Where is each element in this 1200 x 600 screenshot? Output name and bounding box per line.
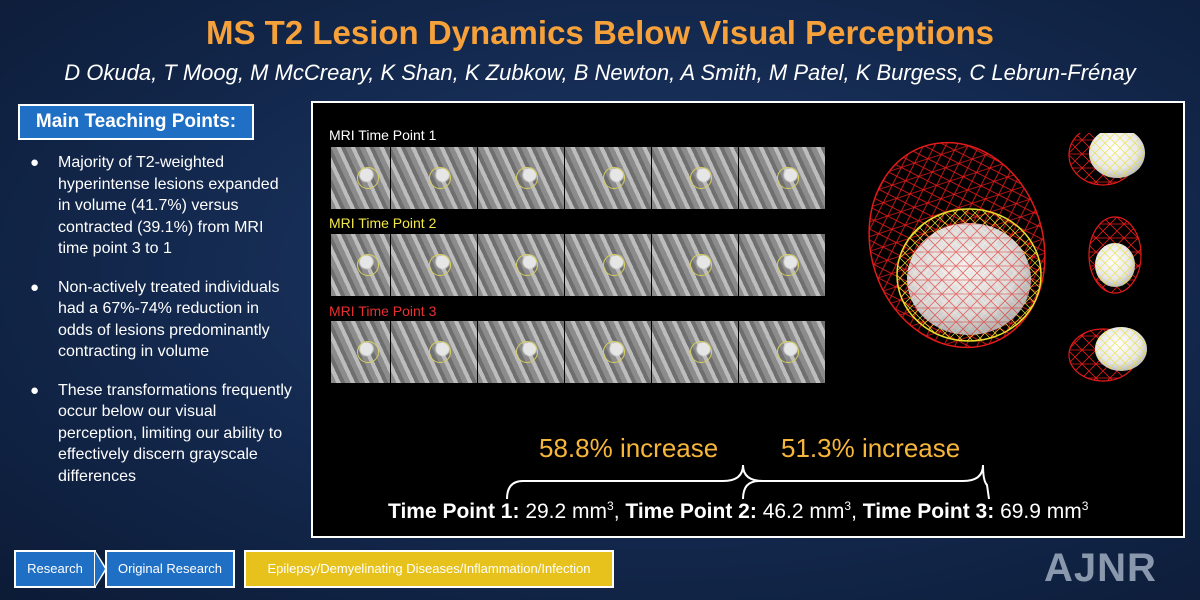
mri-slice bbox=[652, 234, 739, 296]
bullet-icon: ● bbox=[30, 381, 40, 399]
mri-slice bbox=[739, 234, 826, 296]
tp1-value: 29.2 mm bbox=[525, 500, 608, 523]
mri-slice bbox=[391, 321, 478, 383]
teaching-point-text: These transformations frequently occur b… bbox=[58, 381, 292, 485]
small-lesion-model-3 bbox=[1068, 327, 1147, 382]
mri-slice bbox=[331, 321, 391, 383]
superscript: 3 bbox=[844, 499, 852, 513]
volume-summary: Time Point 1: 29.2 mm3, Time Point 2: 46… bbox=[388, 499, 1089, 523]
mri-slice bbox=[391, 234, 478, 296]
teaching-point-text: Non-actively treated individuals had a 6… bbox=[58, 278, 280, 361]
mri-slice bbox=[331, 147, 391, 209]
mri-slice bbox=[739, 321, 826, 383]
mri-slice bbox=[331, 234, 391, 296]
bullet-icon: ● bbox=[30, 154, 40, 171]
mri-slice bbox=[565, 234, 652, 296]
bracket-right-end bbox=[982, 464, 990, 500]
arrow-right-icon-fill bbox=[95, 552, 105, 586]
tp2-value: 46.2 mm bbox=[762, 500, 845, 523]
increase-label-1: 58.8% increase bbox=[539, 433, 719, 463]
mri-slice bbox=[565, 147, 652, 209]
mri-slice bbox=[478, 321, 565, 383]
large-lesion-model bbox=[868, 141, 1046, 349]
authors-line: D Okuda, T Moog, M McCreary, K Shan, K Z… bbox=[64, 60, 1136, 85]
original-research-tag[interactable]: Original Research bbox=[105, 550, 235, 588]
time-point-1-label: MRI Time Point 1 bbox=[329, 127, 437, 143]
mri-slice bbox=[565, 321, 652, 383]
bracket-lines bbox=[506, 464, 990, 500]
bracket-left bbox=[506, 464, 803, 500]
topic-tag[interactable]: Epilepsy/Demyelinating Diseases/Inflamma… bbox=[244, 550, 614, 588]
mri-slice bbox=[652, 321, 739, 383]
figure-panel: MRI Time Point 1 MRI Time Point 2 MRI Ti… bbox=[311, 101, 1185, 538]
tp2-label: Time Point 2: bbox=[625, 500, 757, 523]
mri-row-3 bbox=[331, 321, 826, 383]
superscript: 3 bbox=[1081, 499, 1089, 513]
mri-slice bbox=[739, 147, 826, 209]
bracket-right bbox=[742, 464, 984, 500]
tp3-label: Time Point 3: bbox=[862, 500, 995, 523]
mri-slice bbox=[391, 147, 478, 209]
tp3-value: 69.9 mm bbox=[1000, 500, 1082, 523]
teaching-point: ● Non-actively treated individuals had a … bbox=[30, 277, 292, 363]
teaching-points-heading: Main Teaching Points: bbox=[18, 104, 254, 140]
teaching-points-list: ● Majority of T2-weighted hyperintense le… bbox=[30, 152, 292, 504]
superscript: 3 bbox=[607, 499, 614, 513]
time-point-2-label: MRI Time Point 2 bbox=[329, 215, 437, 231]
teaching-point: ● These transformations frequently occur … bbox=[30, 380, 292, 488]
tp1-label: Time Point 1: bbox=[388, 500, 520, 523]
ajnr-logo: AJNR bbox=[1044, 546, 1157, 590]
small-lesion-model-2 bbox=[1088, 216, 1142, 294]
mri-row-2 bbox=[331, 234, 826, 296]
mri-slice bbox=[652, 147, 739, 209]
lesion-3d-renderings bbox=[868, 133, 1147, 382]
research-tag[interactable]: Research bbox=[14, 550, 96, 588]
teaching-point-text: Majority of T2-weighted hyperintense les… bbox=[58, 154, 279, 257]
bullet-icon: ● bbox=[30, 278, 40, 296]
mri-slice bbox=[478, 234, 565, 296]
increase-label-2: 51.3% increase bbox=[781, 433, 961, 463]
time-point-3-label: MRI Time Point 3 bbox=[329, 303, 437, 319]
teaching-point: ● Majority of T2-weighted hyperintense le… bbox=[30, 152, 292, 260]
page-title: MS T2 Lesion Dynamics Below Visual Perce… bbox=[206, 14, 994, 51]
mri-slice bbox=[478, 147, 565, 209]
mri-row-1 bbox=[331, 147, 826, 209]
small-lesion-model-1 bbox=[1068, 133, 1145, 186]
